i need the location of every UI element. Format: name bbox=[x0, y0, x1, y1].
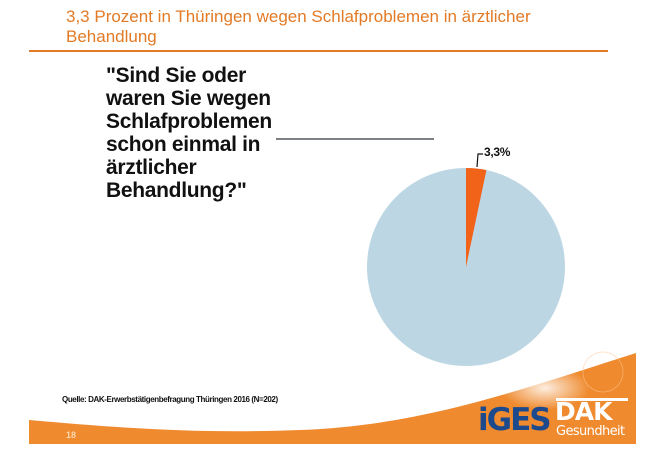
decorative-line bbox=[276, 138, 434, 140]
pie-slice-yes bbox=[466, 167, 487, 267]
pie-slice-label: 3,3% bbox=[484, 145, 511, 159]
label-leader-line bbox=[476, 153, 483, 168]
dak-logo-subtitle: Gesundheit bbox=[556, 424, 625, 439]
slide-title: 3,3 Prozent in Thüringen wegen Schlafpro… bbox=[66, 7, 531, 46]
title-divider bbox=[29, 50, 608, 52]
dak-logo-bar bbox=[556, 398, 628, 401]
iges-logo: iGES bbox=[478, 402, 552, 438]
dak-logo-wordmark: DAK bbox=[555, 397, 612, 426]
source-note: Quelle: DAK-Erwerbstätigenbefragung Thür… bbox=[62, 395, 278, 404]
survey-question: "Sind Sie oder waren Sie wegen Schlafpro… bbox=[106, 64, 272, 202]
page-number: 18 bbox=[66, 430, 77, 440]
dak-logo: DAK Gesundheit bbox=[555, 398, 631, 442]
